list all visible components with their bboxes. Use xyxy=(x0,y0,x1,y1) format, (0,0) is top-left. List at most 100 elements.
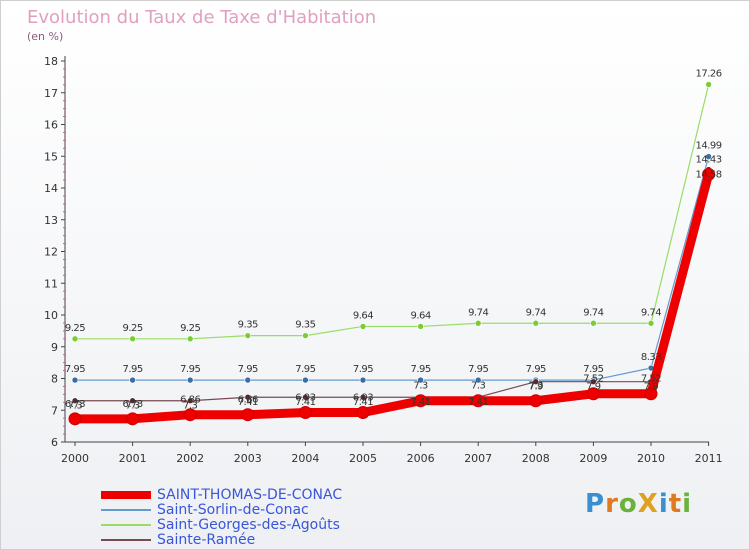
legend-item: Sainte-Ramée xyxy=(101,532,342,548)
line-chart: 6 7 8 9 10 11 12 13 14 15 16 17 18 2000 2001 2002 2003 20… xyxy=(44,55,723,465)
y-tick-label: 18 xyxy=(44,55,58,68)
data-point xyxy=(186,376,194,384)
data-point xyxy=(414,394,428,408)
data-label: 6.93 xyxy=(295,392,315,403)
data-label: 9.74 xyxy=(641,307,661,318)
data-point xyxy=(417,376,424,384)
data-label: 9.35 xyxy=(238,320,258,331)
x-tick-label: 2006 xyxy=(407,452,435,465)
x-tick-label: 2011 xyxy=(695,452,723,465)
data-label: 14.43 xyxy=(696,154,722,165)
data-label: 6.73 xyxy=(65,399,85,410)
y-tick-label: 15 xyxy=(44,150,58,163)
data-label: 7.3 xyxy=(68,401,83,412)
data-point xyxy=(68,412,82,426)
data-label: 7.95 xyxy=(583,364,603,375)
data-label: 9.74 xyxy=(526,307,546,318)
x-tick-label: 2000 xyxy=(61,452,89,465)
data-point xyxy=(302,332,309,339)
x-tick-label: 2003 xyxy=(234,452,262,465)
data-point xyxy=(474,319,482,327)
legend-item: SAINT-THOMAS-DE-CONAC xyxy=(101,486,343,503)
data-point xyxy=(186,335,194,343)
data-label: 9.25 xyxy=(65,323,85,334)
data-label: 17.26 xyxy=(696,68,722,79)
data-label: 7.9 xyxy=(586,382,601,393)
logo-letter: X xyxy=(637,489,659,519)
data-label: 7.95 xyxy=(353,364,373,375)
data-point xyxy=(586,387,600,401)
data-label: 7.95 xyxy=(122,364,142,375)
data-label: 6.93 xyxy=(353,392,373,403)
y-tick-label: 10 xyxy=(44,309,58,322)
data-label: 7.3 xyxy=(529,381,544,392)
data-point xyxy=(359,323,367,330)
data-label: 7.95 xyxy=(238,364,258,375)
data-label: 7.41 xyxy=(238,397,258,408)
data-point xyxy=(244,332,252,339)
data-label: 7.52 xyxy=(583,374,603,385)
data-label: 9.35 xyxy=(295,320,315,331)
data-point xyxy=(71,376,79,384)
x-tick-label: 2007 xyxy=(464,452,492,465)
logo-letter: P xyxy=(585,489,606,519)
data-point xyxy=(186,397,194,405)
logo-letter: i xyxy=(658,489,669,519)
logo-letter: i xyxy=(682,489,693,519)
y-axis-unit-label: (en %) xyxy=(27,30,64,43)
x-tick-label: 2008 xyxy=(522,452,550,465)
data-label: 7.95 xyxy=(410,364,430,375)
data-point xyxy=(356,405,370,419)
data-label: 7.9 xyxy=(644,382,659,393)
legend-swatch xyxy=(101,490,151,499)
y-tick-label: 8 xyxy=(51,373,58,386)
y-tick-label: 17 xyxy=(44,87,58,100)
data-point xyxy=(129,335,136,343)
proxiti-logo: ProXiti xyxy=(585,489,692,519)
data-point xyxy=(71,397,79,405)
y-tick-label: 7 xyxy=(51,404,58,417)
x-tick-label: 2010 xyxy=(637,452,665,465)
data-point xyxy=(71,335,79,343)
y-tick-label: 14 xyxy=(44,182,58,195)
data-label: 7.3 xyxy=(125,401,140,412)
series-line-0 xyxy=(70,169,714,424)
data-label: 9.64 xyxy=(410,310,430,321)
legend-swatch xyxy=(101,523,151,526)
data-point xyxy=(702,167,716,181)
data-label: 7.41 xyxy=(468,397,488,408)
data-point xyxy=(129,376,136,384)
legend-item: Saint-Georges-des-Agoûts xyxy=(101,517,342,533)
logo-letter: t xyxy=(668,489,683,519)
series-line-3 xyxy=(74,168,710,402)
chart-legend: SAINT-THOMAS-DE-CONAC Saint-Sorlin-de-Con… xyxy=(101,486,343,548)
data-label: 9.64 xyxy=(353,310,373,321)
data-point xyxy=(302,376,309,384)
data-point xyxy=(532,378,540,385)
logo-letter: o xyxy=(618,489,638,519)
data-label: 7.41 xyxy=(295,397,315,408)
data-point xyxy=(359,376,367,384)
data-point xyxy=(302,393,309,401)
data-label: 7.95 xyxy=(65,364,85,375)
data-label: 7.52 xyxy=(641,374,661,385)
data-label: 8.33 xyxy=(641,352,661,363)
data-label: 7.95 xyxy=(468,364,488,375)
y-tick-label: 12 xyxy=(44,246,58,259)
data-point xyxy=(590,319,597,327)
x-tick-label: 2005 xyxy=(349,452,377,465)
data-label: 9.74 xyxy=(468,307,488,318)
data-label: 6.86 xyxy=(180,395,200,406)
data-point xyxy=(183,408,197,422)
legend-label: SAINT-THOMAS-DE-CONAC xyxy=(157,486,343,503)
data-label: 14.58 xyxy=(696,170,722,181)
data-point xyxy=(705,153,712,160)
legend-swatch xyxy=(101,508,151,511)
data-point xyxy=(471,394,485,408)
data-point xyxy=(298,405,312,419)
series-line-1 xyxy=(74,155,710,381)
legend-swatch xyxy=(101,538,151,541)
y-tick-label: 11 xyxy=(44,277,58,290)
chart-title: Evolution du Taux de Taxe d'Habitation xyxy=(27,7,377,28)
data-label: 7.41 xyxy=(353,397,373,408)
